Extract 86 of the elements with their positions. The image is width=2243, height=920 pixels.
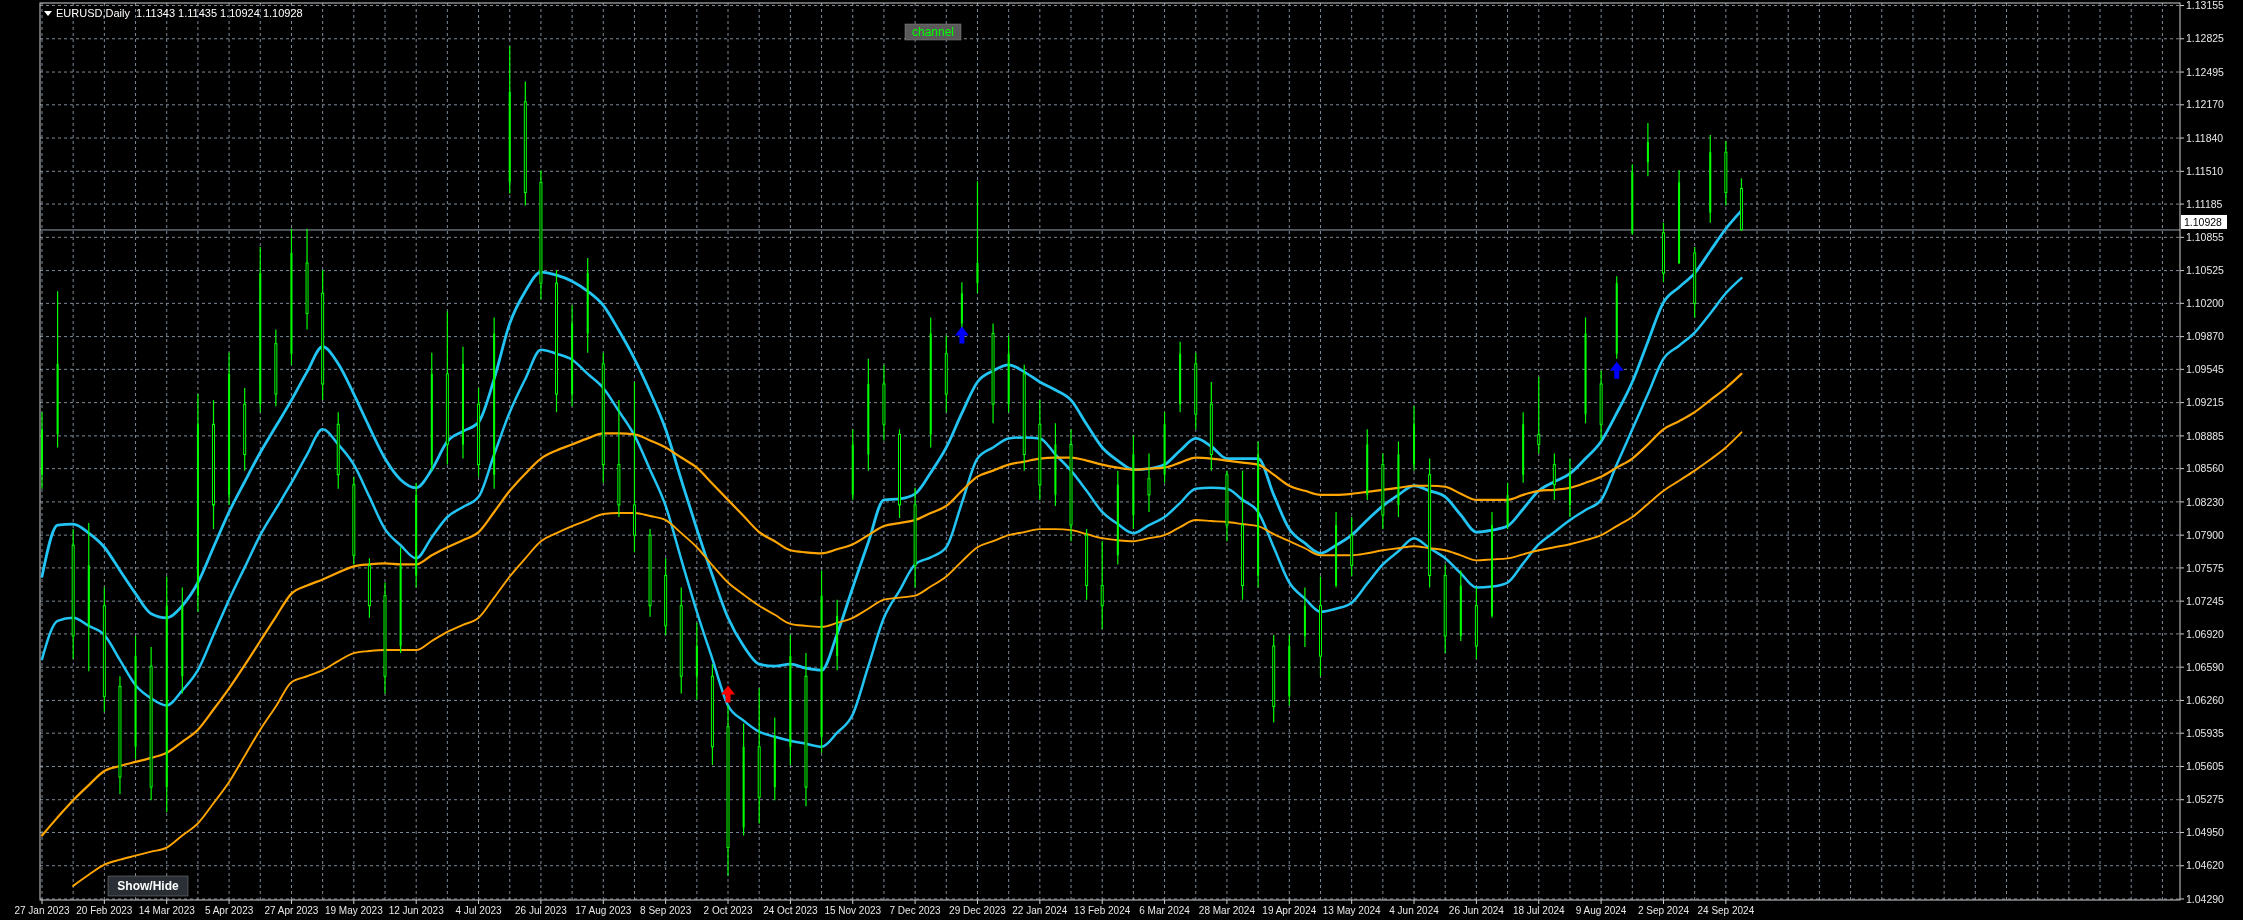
- x-tick-label: 17 Aug 2023: [575, 905, 632, 916]
- annotation: Show/Hide: [117, 879, 179, 894]
- candlestick: [1661, 222, 1665, 283]
- y-tick-label: 1.12170: [2186, 98, 2225, 111]
- x-tick-label: 18 Jul 2024: [1512, 905, 1566, 916]
- y-tick-label: 1.11840: [2186, 131, 2224, 144]
- y-tick-label: 1.12495: [2186, 65, 2225, 78]
- x-tick-label: 19 May 2023: [324, 905, 384, 916]
- candlestick: [290, 228, 293, 366]
- candlestick: [212, 399, 215, 530]
- line-series: [40, 209, 1743, 672]
- x-tick-label: 22 Jan 2024: [1012, 905, 1068, 916]
- line-series: [40, 276, 1743, 749]
- candlestick: [1646, 122, 1649, 177]
- y-tick-label: 1.04950: [2186, 826, 2225, 839]
- x-tick-label: 7 Dec 2023: [889, 905, 942, 916]
- x-tick-label: 24 Oct 2023: [763, 905, 819, 916]
- candlestick: [41, 411, 43, 490]
- y-tick-label: 1.08230: [2186, 495, 2225, 508]
- x-tick-label: 5 Apr 2023: [204, 905, 254, 916]
- y-tick-label: 1.11185: [2186, 197, 2223, 210]
- candlestick: [1318, 575, 1322, 677]
- y-tick-label: 1.08560: [2186, 462, 2225, 475]
- y-tick-label: 1.07900: [2186, 528, 2225, 541]
- x-tick-label: 29 Dec 2023: [949, 905, 1007, 916]
- point: [1609, 361, 1624, 379]
- candlestick: [1100, 540, 1104, 630]
- candlestick: [1054, 422, 1057, 507]
- y-tick-label: 1.13155: [2186, 0, 2225, 12]
- y-tick-label: 1.05935: [2186, 726, 2225, 739]
- x-tick-label: 26 Jun 2024: [1448, 905, 1505, 916]
- y-tick-label: 1.11510: [2186, 164, 2224, 177]
- line-series: [40, 372, 1743, 837]
- candlestick: [1552, 452, 1556, 501]
- annotation: channel: [911, 25, 955, 40]
- y-tick-label: 1.09215: [2186, 396, 2225, 409]
- point: [721, 685, 736, 703]
- y-tick-label: 1.06590: [2186, 660, 2225, 673]
- y-tick-label: 1.08885: [2186, 429, 2225, 442]
- candlestick: [820, 569, 823, 754]
- y-tick-label: 1.07575: [2186, 561, 2225, 574]
- x-tick-label: 27 Apr 2023: [264, 905, 319, 916]
- y-tick-label: 1.05605: [2186, 760, 2225, 773]
- x-tick-label: 6 Mar 2024: [1139, 905, 1191, 916]
- x-tick-label: 9 Aug 2024: [1575, 905, 1627, 916]
- y-tick-label: 1.09870: [2186, 330, 2225, 343]
- x-tick-label: 19 Apr 2024: [1262, 905, 1317, 916]
- x-tick-label: 2 Sep 2024: [1637, 905, 1690, 916]
- y-tick-label: 1.09545: [2186, 363, 2225, 376]
- y-tick-label: 1.07245: [2186, 594, 2225, 607]
- x-tick-label: 13 May 2024: [1322, 905, 1382, 916]
- y-tick-label: 1.06920: [2186, 627, 2225, 640]
- y-tick-label: 1.10525: [2186, 264, 2225, 277]
- candlestick: [976, 180, 979, 294]
- x-tick-label: 27 Jan 2023: [14, 905, 70, 916]
- x-tick-label: 14 Mar 2023: [138, 905, 196, 916]
- x-tick-label: 15 Nov 2023: [824, 905, 882, 916]
- chart-title: EURUSD,Daily 1.11343 1.11435 1.10924 1.10928: [56, 7, 303, 19]
- x-tick-label: 2 Oct 2023: [703, 905, 753, 916]
- y-tick-label: 1.04620: [2186, 859, 2225, 872]
- candlestick: [555, 269, 559, 413]
- y-tick-label: 1.12825: [2186, 32, 2225, 45]
- candlestick: [898, 428, 902, 519]
- x-tick-label: 20 Feb 2023: [76, 905, 133, 916]
- x-tick-label: 24 Sep 2024: [1697, 905, 1755, 916]
- candlestick: [1163, 411, 1166, 484]
- candlestick: [1147, 452, 1151, 513]
- x-tick-label: 13 Feb 2024: [1074, 905, 1131, 916]
- candlestick: [1537, 376, 1541, 455]
- y-tick-label: 1.10200: [2186, 297, 2225, 310]
- candlestick: [1584, 316, 1587, 424]
- point: [954, 326, 969, 344]
- y-tick-label: 1.04290: [2186, 892, 2225, 905]
- x-tick-label: 4 Jul 2023: [455, 905, 503, 916]
- y-tick-label: 1.10855: [2186, 231, 2225, 243]
- x-tick-label: 12 Jun 2023: [388, 905, 445, 916]
- x-tick-label: 8 Sep 2023: [640, 905, 692, 916]
- candlestick: [1490, 511, 1493, 619]
- y-tick-label: 1.06260: [2186, 694, 2225, 707]
- x-tick-label: 28 Mar 2024: [1198, 905, 1256, 916]
- x-tick-label: 4 Jun 2024: [1389, 905, 1440, 916]
- candlestick: [134, 635, 137, 760]
- candlestick: [1397, 440, 1400, 518]
- y-tick-label: 1.05275: [2186, 793, 2225, 806]
- ref-line-label: 1.10928: [2184, 215, 2223, 228]
- x-tick-label: 26 Jul 2023: [515, 905, 568, 916]
